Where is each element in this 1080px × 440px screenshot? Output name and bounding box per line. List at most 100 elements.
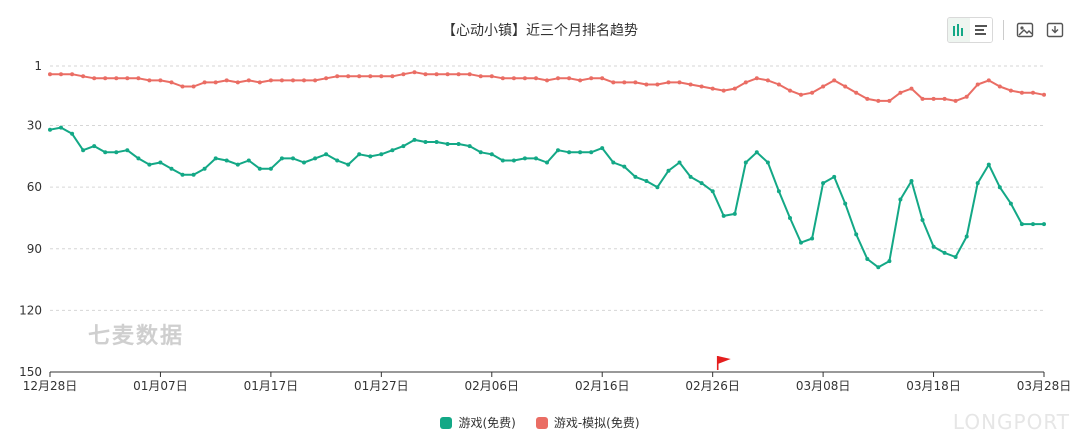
data-point-0 (489, 152, 494, 157)
data-point-0 (445, 142, 450, 146)
data-point-0 (268, 166, 273, 171)
data-point-0 (920, 218, 925, 222)
data-point-1 (600, 76, 605, 81)
x-tick-label: 01月17日 (244, 379, 299, 393)
data-point-0 (909, 179, 914, 183)
y-tick-label: 60 (27, 180, 42, 194)
legend-item-free[interactable]: 游戏(免费) (440, 414, 516, 431)
data-point-1 (865, 96, 870, 101)
data-point-1 (522, 76, 527, 81)
data-point-0 (279, 156, 284, 161)
data-point-1 (1042, 92, 1046, 97)
data-point-1 (235, 80, 240, 85)
data-point-1 (136, 76, 141, 81)
legend-label-sim: 游戏-模拟(免费) (553, 416, 640, 430)
data-point-0 (611, 160, 616, 165)
y-tick-label: 150 (19, 365, 42, 379)
data-point-1 (1031, 90, 1035, 95)
data-point-0 (357, 152, 362, 157)
data-point-0 (136, 156, 141, 161)
data-point-0 (688, 174, 693, 179)
chart-toolbar (947, 17, 1066, 43)
data-point-1 (754, 76, 759, 81)
toolbar-divider (1003, 20, 1004, 40)
series-line-1 (50, 71, 1045, 102)
data-point-0 (765, 160, 770, 165)
data-point-0 (291, 156, 295, 161)
data-point-1 (511, 76, 516, 81)
bar-chart-icon[interactable] (948, 18, 970, 42)
download-icon[interactable] (1044, 18, 1066, 42)
data-point-1 (964, 94, 969, 99)
data-point-0 (754, 150, 759, 155)
data-point-1 (489, 74, 494, 79)
data-point-0 (114, 150, 119, 155)
data-point-0 (953, 255, 958, 259)
data-point-1 (986, 78, 991, 83)
data-point-0 (655, 185, 660, 190)
data-point-1 (1008, 88, 1013, 93)
image-icon[interactable] (1014, 18, 1036, 42)
data-point-1 (70, 72, 75, 77)
data-point-1 (556, 76, 560, 81)
data-point-1 (688, 82, 693, 87)
data-point-0 (147, 162, 152, 167)
data-point-1 (765, 78, 770, 83)
data-point-0 (677, 160, 682, 165)
data-point-1 (611, 80, 616, 85)
data-point-0 (224, 158, 229, 163)
data-point-1 (633, 80, 638, 85)
data-point-0 (589, 150, 594, 155)
data-point-1 (401, 72, 406, 77)
data-point-0 (975, 181, 980, 186)
x-tick-label: 03月18日 (906, 379, 961, 393)
data-point-1 (291, 78, 295, 83)
data-point-1 (799, 92, 803, 97)
data-point-1 (534, 76, 538, 81)
data-point-0 (191, 172, 196, 177)
data-point-0 (202, 166, 207, 171)
data-point-1 (268, 78, 273, 83)
x-tick-label: 03月28日 (1017, 379, 1072, 393)
data-point-1 (224, 78, 229, 83)
data-point-0 (390, 148, 395, 153)
brand-watermark: LONGPORT (952, 410, 1070, 434)
watermark-text: 七麦数据 (88, 324, 185, 349)
flag-marker-icon (717, 356, 731, 364)
data-point-1 (147, 78, 152, 83)
data-point-0 (412, 137, 417, 142)
data-point-0 (843, 201, 848, 206)
data-point-0 (865, 257, 870, 261)
data-point-1 (898, 90, 903, 95)
legend-item-sim[interactable]: 游戏-模拟(免费) (535, 414, 640, 431)
list-icon[interactable] (970, 18, 992, 42)
data-point-0 (832, 174, 837, 179)
x-tick-label: 12月28日 (23, 379, 78, 393)
data-point-1 (887, 98, 892, 103)
x-tick-label: 02月06日 (465, 379, 520, 393)
data-point-1 (567, 76, 572, 81)
data-point-0 (854, 232, 859, 237)
data-point-1 (953, 98, 958, 103)
data-point-0 (721, 213, 726, 218)
data-point-1 (48, 72, 52, 77)
data-point-0 (931, 244, 936, 249)
data-point-1 (788, 88, 792, 93)
data-point-0 (986, 162, 991, 167)
series-layer (48, 70, 1046, 270)
data-point-1 (699, 84, 704, 89)
data-point-1 (710, 86, 715, 91)
data-point-1 (346, 74, 351, 79)
chart-legend: 游戏(免费) 游戏-模拟(免费) (0, 414, 1080, 431)
data-point-1 (589, 76, 594, 81)
data-point-0 (600, 146, 605, 151)
data-point-0 (257, 166, 262, 171)
data-point-0 (434, 140, 439, 144)
data-point-0 (710, 189, 715, 194)
data-point-1 (257, 80, 262, 85)
chart-type-toggle (947, 17, 993, 43)
data-point-1 (368, 74, 373, 79)
data-point-1 (666, 80, 671, 85)
data-point-0 (534, 156, 538, 161)
